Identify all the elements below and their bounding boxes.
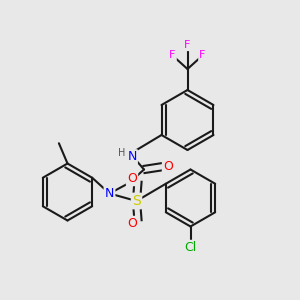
Text: F: F [199, 50, 206, 61]
Text: F: F [169, 50, 176, 61]
Text: H: H [118, 148, 125, 158]
Text: O: O [127, 217, 137, 230]
Text: O: O [163, 160, 173, 173]
Text: O: O [127, 172, 137, 185]
Text: N: N [105, 187, 114, 200]
Text: F: F [184, 40, 191, 50]
Text: S: S [132, 194, 141, 208]
Text: Cl: Cl [184, 241, 196, 254]
Text: N: N [127, 150, 137, 164]
